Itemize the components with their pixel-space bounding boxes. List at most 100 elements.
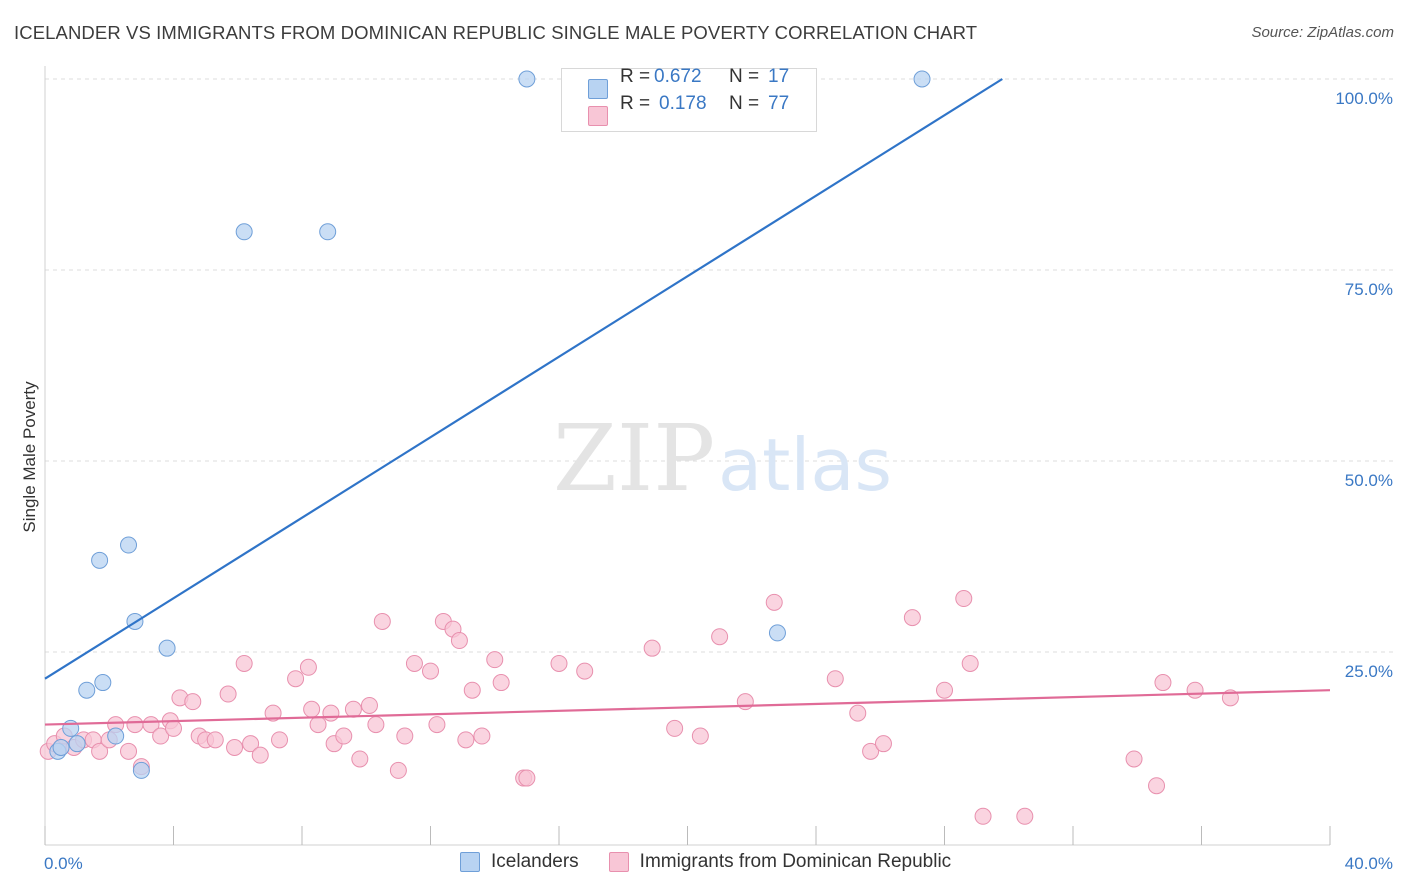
dominican-point <box>550 654 568 672</box>
stats-legend: R = 0.672 N = 17 R = 0.178 N = 77 <box>561 66 817 132</box>
dominican-point <box>1186 681 1204 699</box>
dominican-point <box>765 593 783 611</box>
legend-swatch-icelanders <box>460 852 480 872</box>
dominican-point <box>1016 807 1034 825</box>
dominican-point <box>152 727 170 745</box>
icelander-point <box>107 727 125 745</box>
dominican-point <box>335 727 353 745</box>
icelander-point <box>91 551 109 569</box>
legend-label-dominican: Immigrants from Dominican Republic <box>639 851 952 872</box>
dominican-point <box>518 769 536 787</box>
icelander-trend-line <box>44 78 1003 680</box>
dominican-point <box>344 700 362 718</box>
dominican-point <box>351 750 369 768</box>
dominican-point <box>287 670 305 688</box>
dominican-trend-line <box>44 689 1331 726</box>
dominican-point <box>903 609 921 627</box>
dominican-point <box>1154 674 1172 692</box>
dominican-point <box>486 651 504 669</box>
n-label: N = <box>729 93 760 114</box>
dominican-point <box>299 658 317 676</box>
axis-layer: 25.0% 50.0% 75.0% 100.0% <box>44 66 1393 846</box>
legend-item-dominican[interactable]: Immigrants from Dominican Republic <box>608 851 952 873</box>
dominican-point <box>736 693 754 711</box>
icelander-point <box>768 624 786 642</box>
icelanders-swatch <box>588 79 608 99</box>
dominican-point <box>91 742 109 760</box>
dominican-point <box>120 742 138 760</box>
dominican-point <box>242 735 260 753</box>
dominican-point <box>1148 777 1166 795</box>
dominican-point <box>184 693 202 711</box>
dominican-point <box>936 681 953 699</box>
icelander-point <box>120 536 138 554</box>
icelander-point <box>319 223 337 241</box>
bottom-legend: Icelanders Immigrants from Dominican Rep… <box>460 851 981 873</box>
dominican-point <box>405 654 423 672</box>
dominican-r-value: 0.178 <box>659 93 707 114</box>
dominican-point <box>165 719 182 737</box>
icelander-point <box>132 761 150 779</box>
dominican-point <box>226 739 244 756</box>
dominican-point <box>367 716 385 734</box>
dominican-n-value: 77 <box>768 93 790 114</box>
r-label: R = <box>620 66 651 87</box>
dominican-point <box>360 696 378 714</box>
y-tick-label: 25.0% <box>1345 662 1393 681</box>
dominican-swatch <box>588 106 608 126</box>
dominican-point <box>206 731 224 749</box>
y-axis-label: Single Male Poverty <box>20 381 39 533</box>
dominican-point <box>463 681 481 699</box>
icelander-point <box>78 681 96 699</box>
legend-item-icelanders[interactable]: Icelanders <box>460 851 579 873</box>
legend-label-icelanders: Icelanders <box>491 851 579 872</box>
dominican-point <box>955 590 973 608</box>
dominican-point <box>396 727 414 745</box>
x-tick-label-max: 40.0% <box>1345 854 1393 873</box>
dominican-point <box>373 612 391 630</box>
dominican-point <box>428 716 446 734</box>
dominican-point <box>492 674 510 692</box>
icelander-point <box>52 739 70 756</box>
icelander-point <box>158 639 176 657</box>
grid-layer <box>45 78 1393 653</box>
dominican-point <box>849 704 867 722</box>
dominican-point <box>826 670 844 688</box>
watermark-atlas: atlas <box>718 423 892 507</box>
dominican-point <box>126 716 144 734</box>
dominican-point <box>874 735 892 753</box>
dominican-point <box>422 662 439 680</box>
dominican-point <box>711 628 729 646</box>
icelander-point <box>235 223 253 241</box>
icelander-point <box>94 674 112 692</box>
icelanders-n-value: 17 <box>768 66 790 87</box>
y-tick-label: 50.0% <box>1345 471 1393 490</box>
dominican-point <box>322 704 340 722</box>
dominican-point <box>974 807 992 825</box>
dominican-point <box>643 639 661 657</box>
dominican-point <box>251 746 269 764</box>
n-label: N = <box>729 66 760 87</box>
dominican-point <box>264 704 282 722</box>
dominican-point <box>219 685 237 703</box>
dominican-point <box>389 761 407 779</box>
dominican-point <box>961 654 979 672</box>
icelander-point <box>68 735 86 753</box>
dominican-point <box>271 731 289 749</box>
icelanders-r-value: 0.672 <box>654 66 702 87</box>
r-label: R = <box>620 93 651 114</box>
dominican-point <box>691 727 709 745</box>
dominican-point <box>576 662 594 680</box>
dominican-point <box>862 742 880 760</box>
dominican-point <box>473 727 491 745</box>
trend-layer <box>44 78 1331 726</box>
dominican-point <box>457 731 475 749</box>
dominican-point <box>1125 750 1143 768</box>
dominican-point <box>666 719 684 737</box>
watermark-zip: ZIP <box>553 405 715 512</box>
dominican-point <box>235 654 253 672</box>
chart-title: ICELANDER VS IMMIGRANTS FROM DOMINICAN R… <box>14 22 978 43</box>
y-tick-label: 100.0% <box>1335 89 1393 108</box>
legend-swatch-dominican <box>608 852 629 872</box>
